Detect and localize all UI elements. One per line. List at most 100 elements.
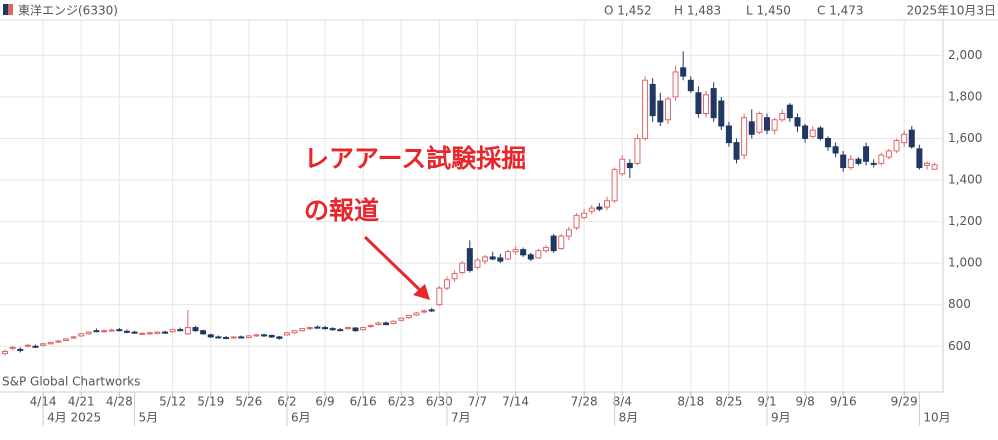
candle-body [344,327,351,330]
candle-body [931,164,938,170]
month-label: 5月 [139,411,159,425]
x-tick-label: 8/4 [613,395,632,409]
candle-body [261,334,268,337]
candle-body [581,212,588,218]
candle-body [62,338,69,341]
candle-body [794,117,801,127]
candle-body [32,345,39,348]
quote-high: H 1,483 [674,4,721,18]
candle-body [329,328,336,331]
candle-body [291,330,298,334]
month-label: 7月 [451,411,471,425]
candle-body [253,334,260,337]
candle-body [573,214,580,229]
candle-body [733,142,740,160]
candle-body [657,100,664,123]
candle-body [642,79,649,139]
x-tick-label: 6/16 [350,395,377,409]
candle-body [123,330,130,333]
x-tick-label: 7/7 [468,395,487,409]
candle-body [649,83,656,117]
candle-body [840,154,847,169]
quote-close: C 1,473 [817,4,864,18]
date: 2025年10月3日 [907,4,996,18]
candle-body [520,249,527,256]
month-label: 6月 [291,411,311,425]
candle-body [832,146,839,154]
x-tick-label: 8/25 [715,395,742,409]
y-tick-label: 1,600 [948,131,982,145]
candle-body [436,287,443,306]
candle-body [687,79,694,92]
x-tick-label: 5/12 [159,395,186,409]
candle-body [398,317,405,321]
candle-body [169,329,176,333]
candle-body [619,158,626,175]
candle-body [878,154,885,164]
candle-body [451,273,458,280]
month-label: 4月 2025 [47,411,101,425]
x-tick-label: 5/19 [197,395,224,409]
x-tick-label: 9/16 [830,395,857,409]
candle-body [634,137,641,164]
candle-body [85,331,92,335]
candle-body [192,327,199,332]
candle-body [703,94,710,115]
y-tick-label: 1,400 [948,173,982,187]
candle-body [535,250,542,259]
x-tick-label: 9/8 [795,395,814,409]
candle-body [9,346,16,349]
candle-body [200,330,207,335]
candle-body [466,248,473,271]
icon-right [8,4,13,15]
candle-body [352,327,359,332]
y-tick-label: 2,000 [948,48,982,62]
candle-body [2,350,8,355]
arrow-head [413,284,430,300]
candle-body [756,113,763,133]
candle-body [24,344,31,347]
quote-low: L 1,450 [746,4,791,18]
candle-body [443,279,450,289]
candle-body [908,129,915,148]
candle-body [916,148,923,169]
candle-body [863,146,870,162]
candle-body [748,121,755,135]
candle-body [421,310,428,313]
candle-body [901,133,908,144]
candle-body [108,329,115,332]
y-tick-label: 600 [948,339,971,353]
candle-body [885,150,892,158]
candle-body [672,71,679,98]
candle-body [184,327,191,335]
candle-body [162,331,169,334]
x-tick-label: 7/28 [571,395,598,409]
candle-body [817,127,824,139]
candle-body [230,336,237,339]
candle-body [17,348,24,351]
candle-body [428,309,435,312]
candle-body [177,329,184,332]
candle-body [413,312,420,316]
candle-body [596,206,603,210]
candle-body [504,251,511,260]
candle-body [101,330,108,333]
candle-body [924,162,931,166]
candle-body [390,320,397,324]
x-tick-label: 4/21 [68,395,95,409]
candle-body [611,169,618,202]
candle-body [603,200,610,208]
candle-body [405,315,412,319]
icon-left [3,4,8,15]
candle-body [512,249,519,253]
candle-body [55,340,62,343]
annotation-line: の報道 [304,196,379,225]
candle-body [786,104,793,119]
candle-body [283,332,290,336]
candle-body [78,333,85,337]
candle-body [855,158,862,164]
candle-body [802,125,809,139]
x-tick-label: 6/23 [388,395,415,409]
